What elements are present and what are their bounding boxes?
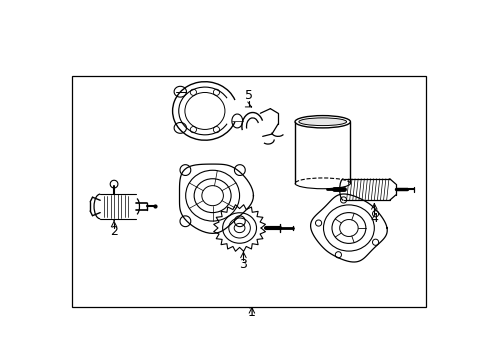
Ellipse shape [299, 118, 346, 126]
Text: 2: 2 [110, 225, 118, 238]
Text: 1: 1 [248, 306, 256, 319]
Bar [72, 76, 426, 307]
Text: 4: 4 [370, 212, 378, 225]
Ellipse shape [295, 116, 350, 128]
Text: 3: 3 [240, 258, 247, 271]
Text: 5: 5 [245, 89, 253, 102]
